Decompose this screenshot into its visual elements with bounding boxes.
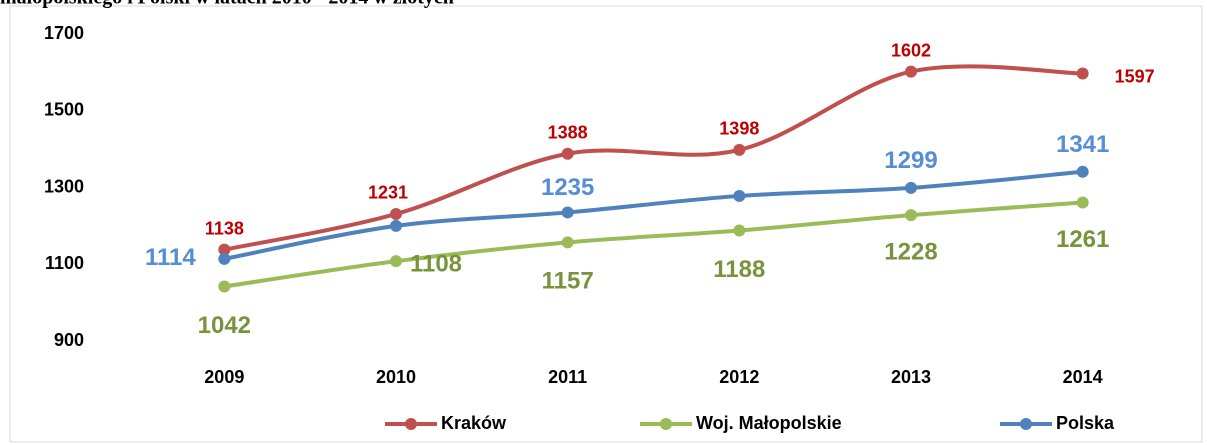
legend-label: Woj. Małopolskie <box>696 413 842 433</box>
chart-frame <box>9 5 1203 443</box>
y-tick-label: 1500 <box>44 100 84 120</box>
data-point <box>218 280 231 293</box>
data-point <box>905 65 917 78</box>
data-label: 1261 <box>1056 226 1109 253</box>
data-point <box>733 189 746 202</box>
data-point <box>1076 165 1089 178</box>
series-line <box>223 64 1083 252</box>
data-point <box>390 219 402 232</box>
data-label: 1388 <box>548 122 588 142</box>
legend-marker <box>660 418 672 430</box>
data-point <box>733 143 746 156</box>
x-tick-label: 2012 <box>719 367 759 387</box>
data-label: 1042 <box>198 312 251 339</box>
data-label: 1231 <box>368 183 408 203</box>
data-point <box>218 243 231 256</box>
data-label: 1108 <box>410 251 462 278</box>
data-label: 1341 <box>1056 131 1109 158</box>
data-point <box>1076 67 1089 80</box>
legend-marker <box>1020 418 1032 430</box>
legend-label: Kraków <box>441 413 507 433</box>
data-label: 1228 <box>884 238 937 265</box>
data-label: 1235 <box>541 174 594 201</box>
series-line <box>224 200 1083 289</box>
x-tick-label: 2009 <box>204 367 244 387</box>
legend-marker <box>405 418 417 430</box>
data-label: 1597 <box>1115 66 1155 86</box>
data-label: 1602 <box>891 40 931 60</box>
data-point <box>218 252 231 265</box>
data-point <box>561 147 574 160</box>
y-tick-label: 1700 <box>44 23 84 43</box>
x-tick-label: 2010 <box>376 367 416 387</box>
data-point <box>561 236 574 249</box>
x-tick-label: 2011 <box>548 367 587 387</box>
data-label: 1138 <box>205 218 244 238</box>
data-label: 1299 <box>884 147 937 174</box>
y-tick-label: 1100 <box>45 253 84 273</box>
data-point <box>390 255 402 268</box>
series-line <box>223 169 1083 261</box>
data-point <box>390 207 402 220</box>
data-point <box>733 224 746 237</box>
data-label: 1398 <box>719 119 759 139</box>
chart-title: małopolskiego i Polski w latach 2010 - 2… <box>0 0 454 9</box>
data-point <box>905 181 917 194</box>
data-label: 1188 <box>713 256 765 283</box>
data-point <box>1076 196 1089 209</box>
y-tick-label: 1300 <box>44 176 84 196</box>
x-tick-label: 2014 <box>1063 367 1103 387</box>
data-label: 1157 <box>542 268 594 295</box>
data-point <box>561 206 574 219</box>
data-label: 1114 <box>145 244 196 271</box>
y-tick-label: 900 <box>54 330 84 350</box>
data-point <box>905 209 917 222</box>
legend-label: Polska <box>1056 413 1115 433</box>
x-tick-label: 2013 <box>891 367 931 387</box>
